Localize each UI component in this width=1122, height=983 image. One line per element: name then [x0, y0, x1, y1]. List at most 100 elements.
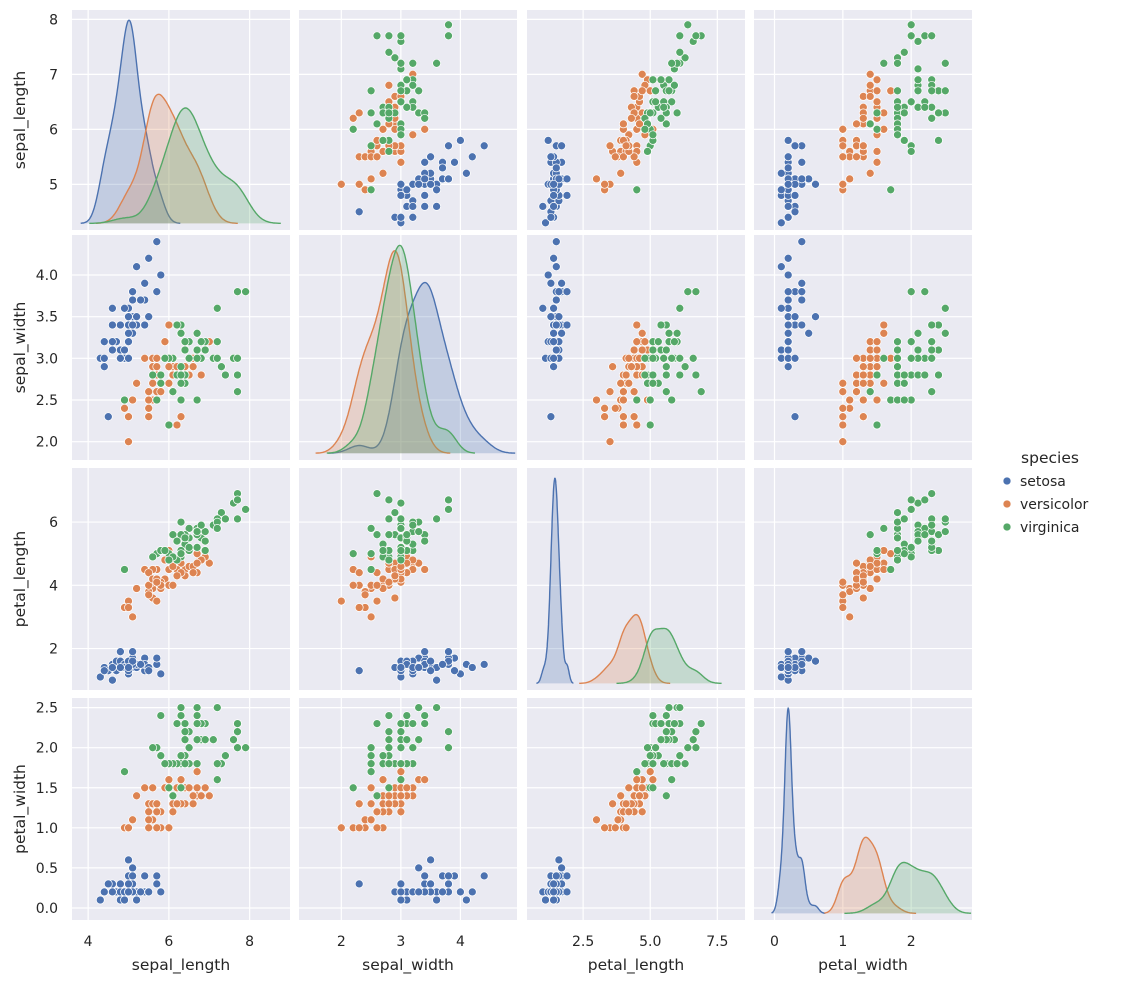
point-versicolor	[164, 320, 174, 330]
point-virginica	[661, 345, 671, 355]
point-virginica	[168, 387, 178, 397]
point-setosa	[132, 312, 141, 322]
point-virginica	[164, 420, 174, 430]
y-tick-label: 0.0	[36, 901, 58, 917]
point-setosa	[136, 660, 145, 669]
y-tick-label: 2.5	[36, 393, 58, 409]
point-virginica	[879, 58, 889, 68]
x-tick-label: 4	[456, 934, 465, 950]
point-versicolor	[144, 823, 154, 833]
point-setosa	[479, 871, 489, 881]
point-virginica	[366, 743, 376, 753]
point-setosa	[124, 879, 133, 889]
point-virginica	[420, 719, 430, 728]
point-versicolor	[144, 412, 154, 422]
point-setosa	[543, 270, 553, 280]
x-tick-label: 0	[770, 934, 779, 950]
point-virginica	[384, 735, 394, 745]
point-setosa	[432, 675, 441, 685]
point-virginica	[192, 719, 202, 728]
point-versicolor	[336, 179, 346, 189]
point-setosa	[120, 303, 129, 313]
point-versicolor	[845, 174, 855, 184]
point-virginica	[675, 47, 685, 57]
y-tick-label: 4	[49, 578, 58, 594]
point-versicolor	[858, 141, 868, 151]
point-setosa	[549, 879, 558, 889]
point-virginica	[675, 353, 685, 363]
point-virginica	[899, 136, 909, 145]
point-virginica	[168, 791, 178, 801]
point-virginica	[661, 727, 671, 737]
point-setosa	[551, 262, 561, 272]
point-setosa	[396, 191, 406, 200]
point-virginica	[156, 370, 166, 380]
point-virginica	[233, 287, 242, 297]
point-setosa	[551, 871, 561, 881]
point-virginica	[643, 147, 652, 156]
point-versicolor	[402, 783, 412, 793]
point-versicolor	[637, 783, 647, 793]
point-virginica	[661, 119, 671, 129]
point-setosa	[776, 185, 786, 195]
panel-marks	[538, 20, 706, 228]
point-virginica	[180, 719, 190, 728]
point-versicolor	[621, 799, 631, 809]
point-virginica	[164, 555, 174, 565]
point-virginica	[156, 378, 166, 388]
point-versicolor	[188, 568, 198, 578]
legend: species setosa versicolor virginica	[1002, 449, 1089, 536]
point-versicolor	[366, 612, 376, 622]
point-virginica	[396, 97, 406, 107]
point-virginica	[200, 735, 210, 745]
point-versicolor	[858, 378, 868, 388]
point-versicolor	[168, 580, 178, 590]
point-setosa	[479, 660, 489, 669]
point-virginica	[229, 735, 238, 745]
point-virginica	[221, 370, 230, 380]
point-virginica	[670, 80, 679, 90]
point-versicolor	[872, 147, 882, 156]
point-virginica	[913, 37, 923, 46]
point-versicolor	[637, 807, 647, 817]
point-versicolor	[372, 580, 382, 590]
panel-petal_length-vs-sepal_length	[72, 468, 290, 690]
point-versicolor	[366, 815, 376, 825]
point-virginica	[408, 58, 418, 68]
point-virginica	[893, 345, 902, 355]
point-versicolor	[637, 86, 647, 96]
panel-marks	[776, 20, 950, 228]
point-virginica	[408, 520, 418, 530]
point-virginica	[906, 337, 916, 347]
point-versicolor	[872, 75, 882, 85]
point-setosa	[396, 895, 406, 905]
point-versicolor	[858, 593, 868, 603]
point-virginica	[913, 64, 923, 74]
point-setosa	[95, 895, 105, 905]
point-virginica	[645, 751, 655, 761]
point-virginica	[872, 370, 882, 380]
point-virginica	[906, 287, 916, 297]
point-virginica	[390, 508, 400, 517]
point-virginica	[927, 489, 937, 498]
point-versicolor	[838, 152, 848, 162]
point-virginica	[640, 124, 650, 134]
point-setosa	[99, 337, 109, 347]
point-virginica	[176, 370, 186, 380]
point-versicolor	[838, 141, 848, 151]
point-virginica	[444, 743, 453, 753]
panel-petal_width-vs-sepal_length	[72, 698, 290, 920]
point-virginica	[148, 370, 158, 380]
point-virginica	[366, 108, 376, 118]
point-virginica	[865, 119, 875, 129]
kde-fill-virginica	[844, 862, 972, 914]
point-versicolor	[152, 807, 162, 817]
point-versicolor	[632, 420, 642, 430]
point-virginica	[893, 353, 902, 363]
point-setosa	[438, 887, 447, 897]
point-virginica	[940, 328, 950, 338]
point-virginica	[192, 527, 202, 536]
point-setosa	[432, 185, 441, 195]
y-axis-label: petal_length	[11, 531, 30, 627]
point-versicolor	[592, 815, 601, 825]
